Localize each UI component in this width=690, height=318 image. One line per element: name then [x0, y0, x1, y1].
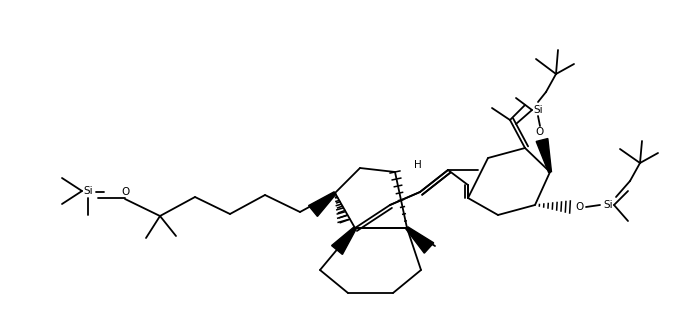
Text: H: H [414, 160, 422, 170]
Text: Si: Si [533, 105, 543, 115]
Polygon shape [536, 139, 551, 172]
Polygon shape [406, 227, 434, 253]
Text: O: O [536, 127, 544, 137]
Text: Si: Si [83, 186, 93, 196]
Text: O: O [576, 202, 584, 212]
Polygon shape [332, 227, 356, 254]
Text: O: O [121, 187, 129, 197]
Text: Si: Si [603, 200, 613, 210]
Polygon shape [308, 192, 336, 217]
